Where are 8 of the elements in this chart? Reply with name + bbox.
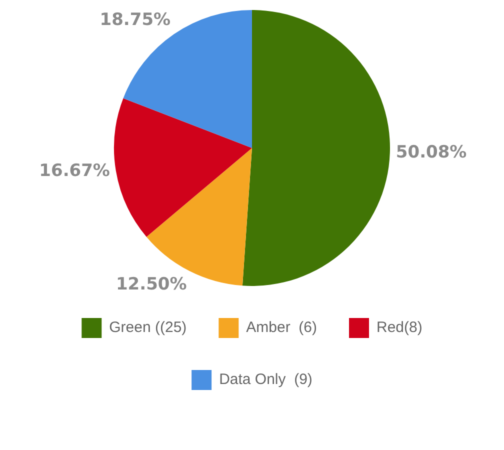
- data-label: 16.67%: [39, 161, 110, 182]
- legend-label: Red(8): [376, 319, 422, 336]
- data-label: 12.50%: [116, 274, 187, 294]
- legend-label: Amber (6): [246, 319, 318, 336]
- legend-label: Green ((25): [109, 319, 187, 336]
- legend-label: Data Only (9): [219, 371, 312, 388]
- data-label: 50.08%: [396, 142, 467, 162]
- data-label: 18.75%: [100, 10, 171, 30]
